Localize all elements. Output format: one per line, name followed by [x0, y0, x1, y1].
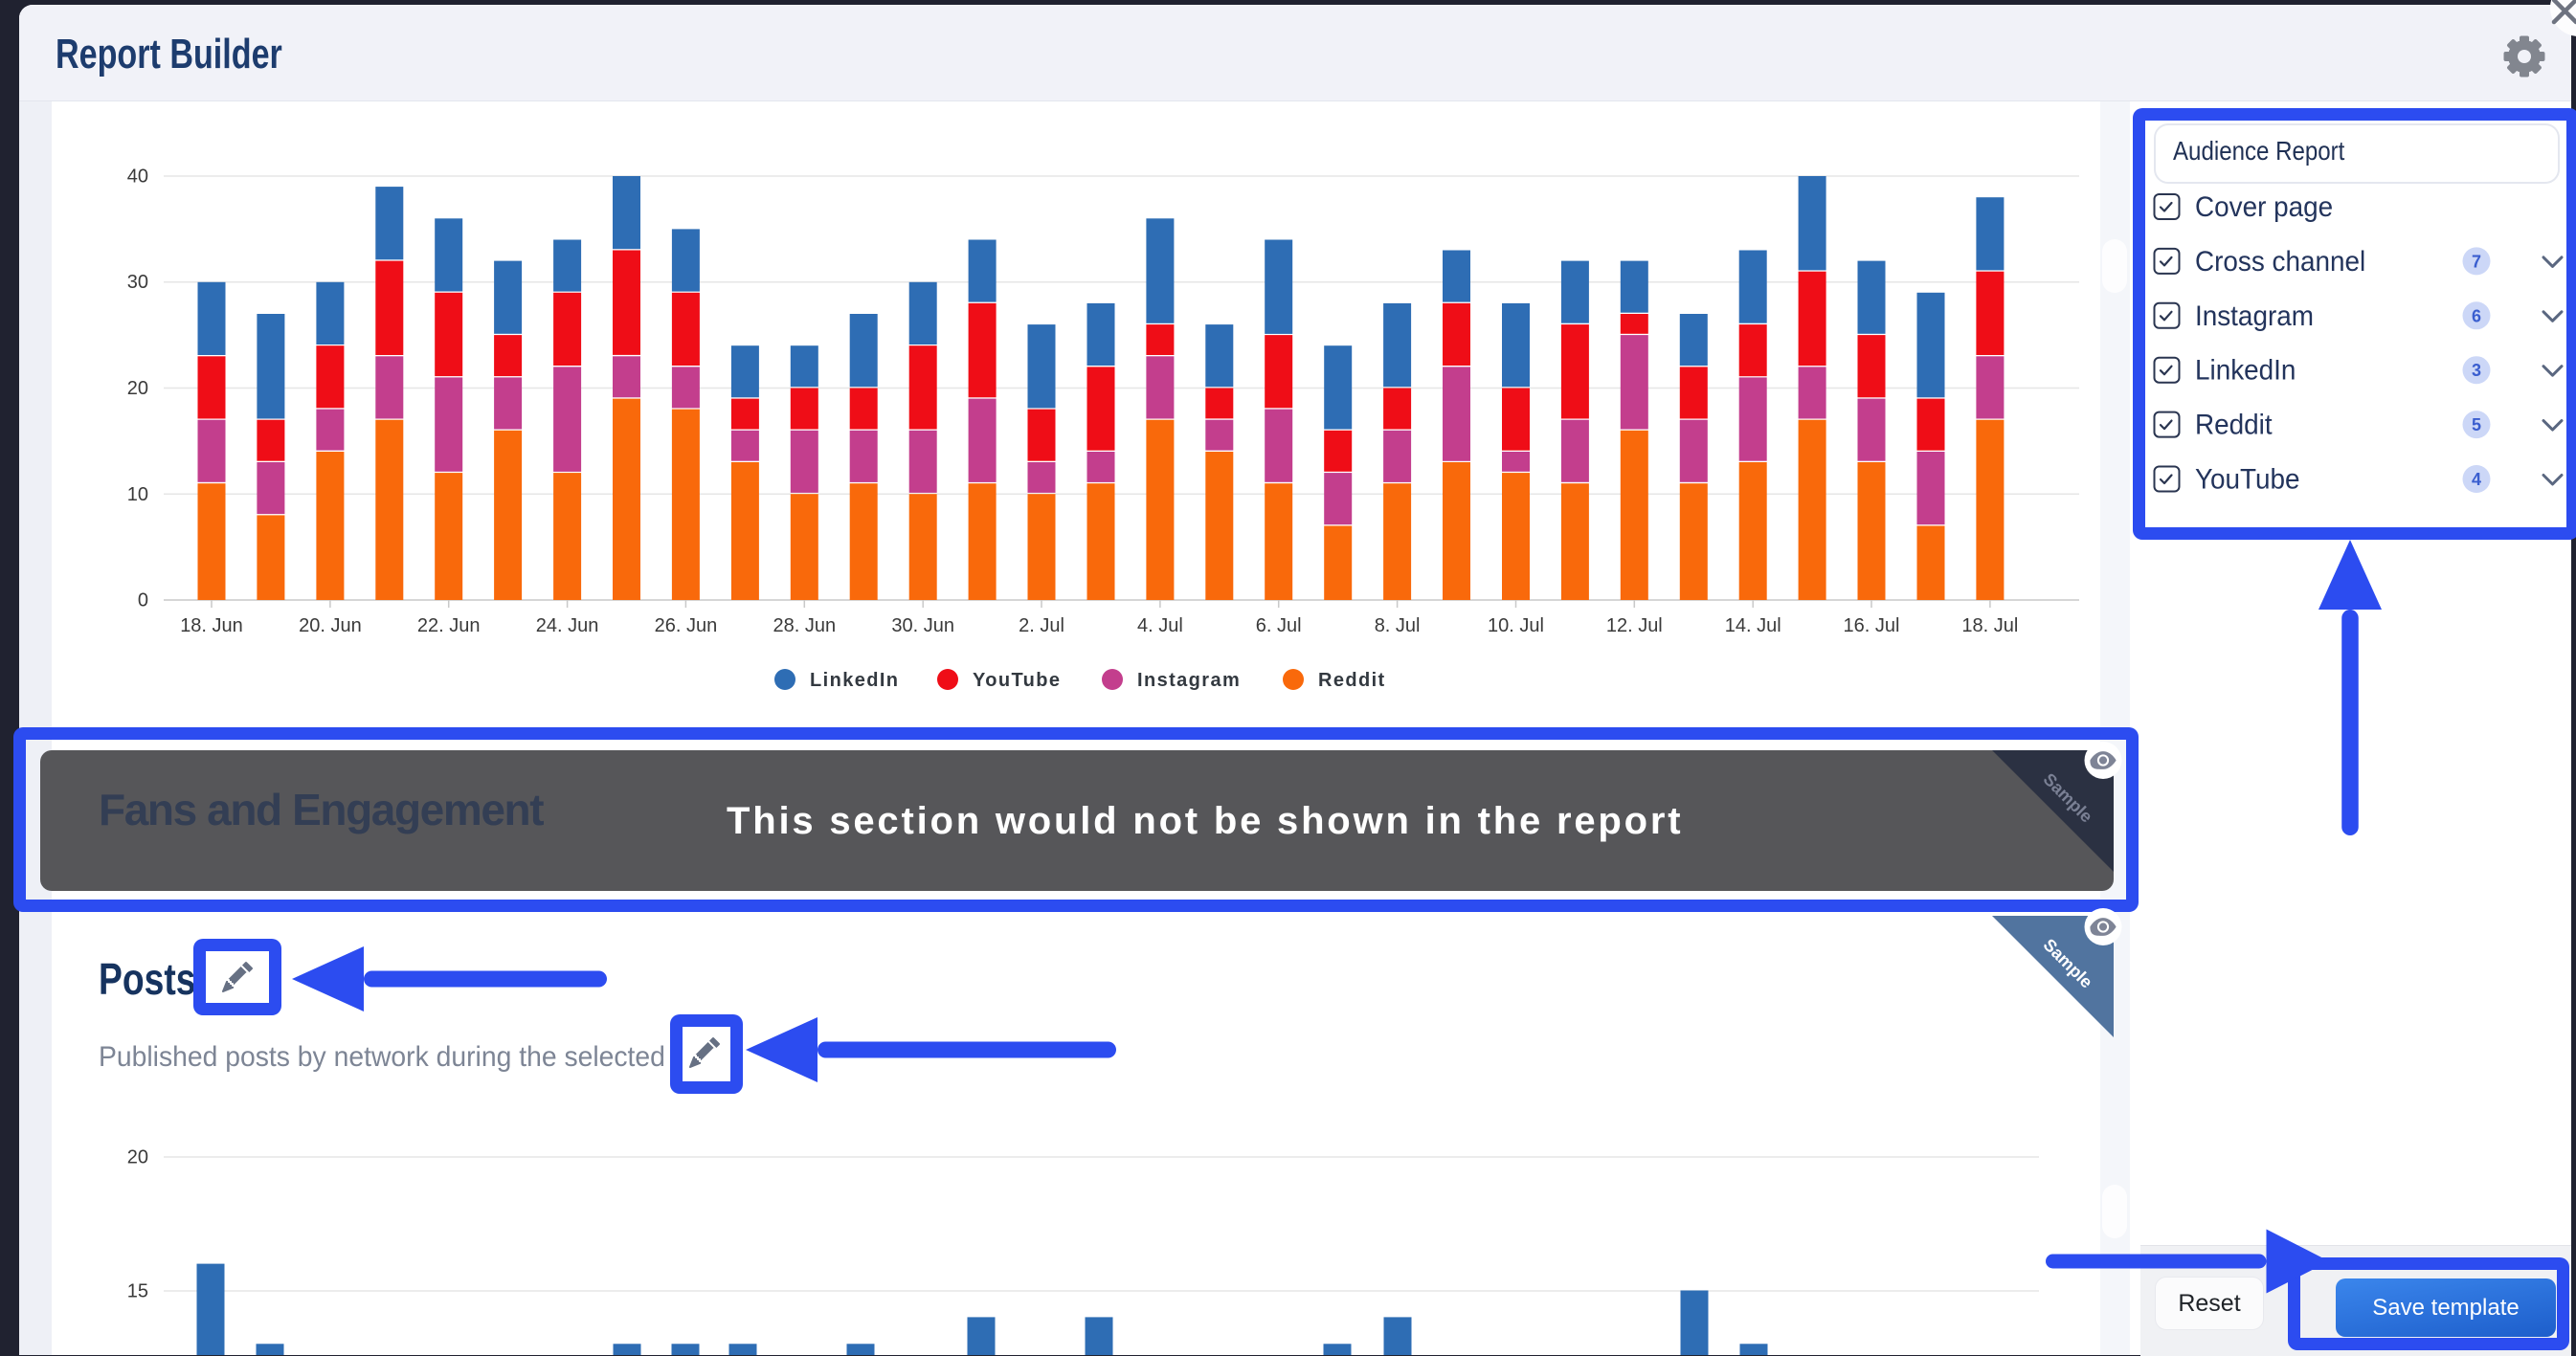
svg-text:4. Jul: 4. Jul — [1137, 615, 1183, 636]
svg-text:Reddit: Reddit — [2195, 410, 2273, 441]
svg-text:Cover page: Cover page — [2195, 191, 2333, 223]
svg-text:18. Jun: 18. Jun — [180, 615, 243, 636]
svg-text:5: 5 — [2472, 415, 2481, 434]
svg-text:20: 20 — [127, 378, 148, 399]
svg-text:28. Jun: 28. Jun — [773, 615, 836, 636]
svg-text:18. Jul: 18. Jul — [1961, 615, 2018, 636]
svg-text:7: 7 — [2472, 252, 2481, 271]
svg-text:26. Jun: 26. Jun — [655, 615, 718, 636]
svg-text:40: 40 — [127, 167, 148, 188]
svg-text:12. Jul: 12. Jul — [1606, 615, 1663, 636]
svg-text:20. Jun: 20. Jun — [299, 615, 362, 636]
svg-text:3: 3 — [2472, 361, 2481, 380]
svg-text:16. Jul: 16. Jul — [1844, 615, 1900, 636]
svg-text:10. Jul: 10. Jul — [1488, 615, 1544, 636]
svg-text:0: 0 — [138, 590, 148, 611]
svg-text:4: 4 — [2472, 470, 2481, 489]
svg-text:Cross channel: Cross channel — [2195, 246, 2365, 278]
svg-text:22. Jun: 22. Jun — [417, 615, 481, 636]
svg-text:14. Jul: 14. Jul — [1725, 615, 1781, 636]
svg-text:10: 10 — [127, 484, 148, 505]
svg-text:6: 6 — [2472, 306, 2481, 325]
svg-text:30: 30 — [127, 272, 148, 293]
svg-text:6. Jul: 6. Jul — [1256, 615, 1302, 636]
svg-text:LinkedIn: LinkedIn — [810, 670, 899, 691]
svg-text:8. Jul: 8. Jul — [1375, 615, 1421, 636]
svg-text:YouTube: YouTube — [2195, 464, 2300, 496]
svg-text:Instagram: Instagram — [1137, 670, 1241, 691]
svg-text:YouTube: YouTube — [973, 670, 1061, 691]
svg-text:Instagram: Instagram — [2195, 300, 2314, 332]
svg-text:24. Jun: 24. Jun — [536, 615, 599, 636]
svg-text:LinkedIn: LinkedIn — [2195, 355, 2296, 387]
svg-text:15: 15 — [127, 1281, 148, 1302]
svg-text:20: 20 — [127, 1147, 148, 1168]
svg-text:30. Jun: 30. Jun — [891, 615, 954, 636]
svg-text:Reddit: Reddit — [1318, 670, 1386, 691]
svg-text:2. Jul: 2. Jul — [1019, 615, 1064, 636]
